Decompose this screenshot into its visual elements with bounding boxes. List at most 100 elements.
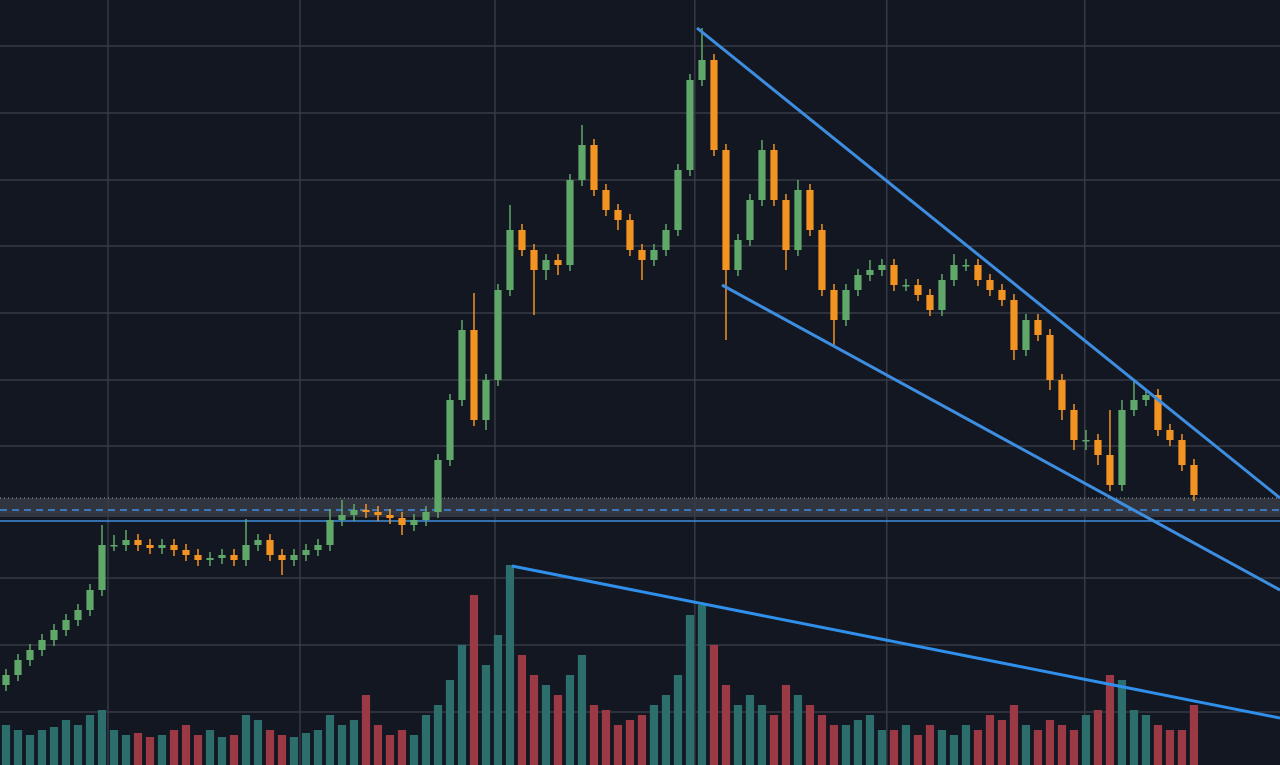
volume-bar — [865, 715, 875, 765]
candle-body — [254, 540, 262, 545]
candle-body — [770, 150, 778, 200]
volume-bar — [421, 715, 431, 765]
volume-bar — [49, 727, 59, 765]
candle-body — [674, 170, 682, 230]
candle-body — [1154, 395, 1162, 430]
volume-bar — [325, 715, 335, 765]
volume-bar — [781, 685, 791, 765]
volume-bar — [973, 730, 983, 765]
volume-bar — [229, 735, 239, 765]
volume-bar — [505, 565, 515, 765]
volume-bar — [1021, 725, 1031, 765]
volume-bar — [925, 725, 935, 765]
volume-bar — [1129, 710, 1139, 765]
volume-bar — [61, 720, 71, 765]
candle-body — [758, 150, 766, 200]
volume-bar — [625, 720, 635, 765]
volume-bar — [1, 725, 11, 765]
candle-body — [974, 265, 982, 280]
candle-body — [362, 510, 370, 512]
volume-bar — [745, 695, 755, 765]
volume-bar — [457, 645, 467, 765]
candle-body — [698, 60, 706, 80]
volume-bar — [265, 730, 275, 765]
candle-body — [50, 630, 58, 640]
volume-bar — [1057, 725, 1067, 765]
volume-bar — [637, 715, 647, 765]
volume-bar — [937, 730, 947, 765]
candle-body — [542, 260, 550, 270]
candle-body — [1022, 320, 1030, 350]
volume-bar — [1081, 715, 1091, 765]
volume-bar — [541, 685, 551, 765]
candle-body — [110, 545, 118, 547]
volume-bar — [757, 705, 767, 765]
volume-bar — [709, 645, 719, 765]
volume-bar — [481, 665, 491, 765]
volume-bar — [1177, 730, 1187, 765]
candle-body — [746, 200, 754, 240]
candle-body — [434, 460, 442, 512]
candle-body — [1034, 320, 1042, 335]
volume-bar — [349, 720, 359, 765]
trend-line — [511, 564, 1280, 720]
candle-body — [410, 520, 418, 525]
candle-body — [626, 220, 634, 250]
candle-body — [650, 250, 658, 260]
candle-body — [938, 280, 946, 310]
volume-bar — [301, 733, 311, 765]
candle-body — [1058, 380, 1066, 410]
candle-body — [710, 60, 718, 150]
candle-body — [734, 240, 742, 270]
volume-bar — [577, 655, 587, 765]
candle-body — [290, 555, 298, 560]
volume-bar — [361, 695, 371, 765]
candle-body — [866, 270, 874, 275]
volume-pane — [1, 565, 1199, 765]
candle-body — [338, 515, 346, 520]
candle-body — [482, 380, 490, 420]
volume-bar — [901, 725, 911, 765]
volume-bar — [1153, 725, 1163, 765]
candle-body — [614, 210, 622, 220]
candle-body — [86, 590, 94, 610]
volume-bar — [613, 725, 623, 765]
volume-bar — [769, 715, 779, 765]
candle-body — [998, 290, 1006, 300]
price-zone — [0, 498, 1280, 517]
candle-body — [506, 230, 514, 290]
candle-body — [170, 545, 178, 550]
volume-bar — [409, 735, 419, 765]
volume-bar — [661, 695, 671, 765]
candle-body — [386, 515, 394, 518]
volume-bar — [721, 685, 731, 765]
candle-body — [530, 250, 538, 270]
volume-bar — [253, 720, 263, 765]
candle-body — [1130, 400, 1138, 410]
trend-line — [721, 283, 1280, 592]
volume-bar — [469, 595, 479, 765]
candle-body — [1070, 410, 1078, 440]
volume-bar — [961, 725, 971, 765]
candle-body — [590, 145, 598, 190]
candle-body — [1094, 440, 1102, 455]
candle-body — [1118, 410, 1126, 485]
candle-body — [806, 190, 814, 230]
volume-bar — [553, 695, 563, 765]
volume-bar — [397, 730, 407, 765]
candle-body — [1046, 335, 1054, 380]
volume-bar — [853, 720, 863, 765]
volume-bar — [697, 605, 707, 765]
volume-bar — [841, 725, 851, 765]
volume-bar — [1165, 730, 1175, 765]
candles — [2, 28, 1198, 691]
candle-body — [314, 545, 322, 550]
candle-body — [98, 545, 106, 590]
volume-bar — [385, 735, 395, 765]
candle-body — [218, 555, 226, 558]
candle-body — [422, 512, 430, 520]
volume-bar — [949, 735, 959, 765]
candle-body — [794, 190, 802, 250]
candle-body — [398, 518, 406, 525]
